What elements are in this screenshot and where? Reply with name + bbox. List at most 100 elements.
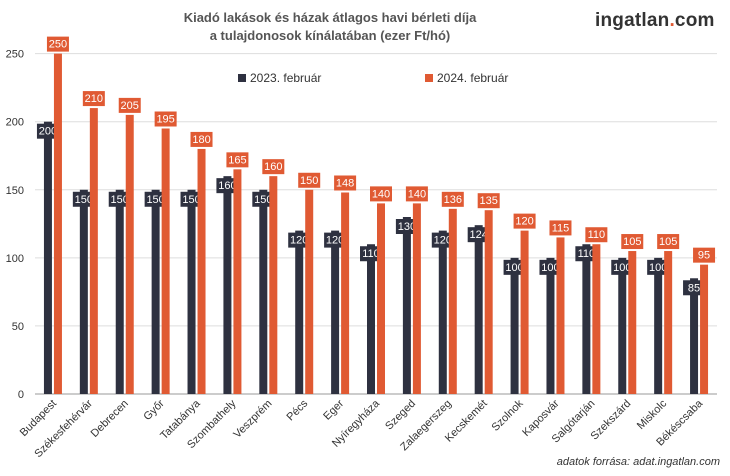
bar [197, 148, 206, 394]
bar [664, 251, 673, 394]
data-label-box [72, 191, 95, 207]
data-label-box [180, 191, 203, 207]
bar [474, 225, 483, 394]
bar [53, 53, 62, 394]
bar [448, 208, 457, 394]
y-tick-label: 0 [18, 389, 24, 401]
data-label: 100 [649, 262, 667, 274]
x-tick-label: Veszprém [231, 398, 274, 441]
bar [520, 230, 529, 394]
data-label: 124 [470, 229, 488, 241]
y-tick-label: 200 [6, 117, 24, 129]
data-label-box [431, 232, 454, 248]
data-label: 150 [182, 194, 200, 206]
x-tick-label: Pécs [285, 397, 311, 423]
data-label-box [108, 191, 131, 207]
data-label: 160 [218, 180, 236, 192]
data-label-box [226, 152, 249, 168]
bar [233, 169, 242, 394]
data-label: 120 [290, 235, 308, 247]
data-label: 140 [372, 188, 390, 200]
data-label-box [46, 36, 69, 52]
data-label-box [647, 259, 670, 275]
data-label: 105 [623, 236, 641, 248]
legend-swatch [425, 74, 433, 82]
bar [654, 257, 663, 394]
data-label: 140 [408, 188, 426, 200]
data-label-box [611, 259, 634, 275]
y-tick-label: 100 [6, 253, 24, 265]
data-label: 160 [264, 161, 282, 173]
bar [269, 176, 278, 394]
data-label: 210 [85, 93, 103, 105]
bar [628, 251, 637, 394]
data-label: 150 [146, 194, 164, 206]
bar [412, 203, 421, 394]
data-label-box [549, 220, 572, 236]
data-label: 115 [552, 222, 570, 234]
bar [305, 189, 314, 394]
bar [618, 257, 627, 394]
data-label-box [252, 191, 275, 207]
bar [259, 189, 268, 394]
data-label-box [683, 280, 706, 296]
legend-label: 2024. február [437, 71, 508, 85]
data-label-box [154, 111, 177, 127]
bar [592, 244, 601, 394]
data-label-box [441, 191, 464, 207]
data-label-box [360, 246, 382, 262]
data-label-box [262, 159, 285, 175]
data-label-box [693, 247, 716, 263]
data-label: 148 [336, 177, 354, 189]
bar [690, 278, 699, 394]
bar [556, 237, 565, 394]
data-label-box [657, 234, 680, 250]
data-label: 150 [111, 194, 129, 206]
x-tick-label: Eger [321, 397, 346, 422]
legend-label: 2023. február [250, 71, 321, 85]
bar [151, 189, 160, 394]
bar [438, 230, 447, 394]
data-label: 150 [75, 194, 93, 206]
legend-swatch [238, 74, 246, 82]
bar [161, 128, 170, 394]
chart-title-line-1: Kiadó lakások és házak átlagos havi bérl… [183, 10, 477, 25]
data-label: 100 [613, 262, 631, 274]
data-label-box [82, 91, 105, 107]
data-label-box [298, 172, 321, 188]
bar [510, 257, 519, 394]
brand-logo-tld: com [674, 10, 715, 31]
data-label: 110 [578, 248, 596, 260]
data-label: 110 [362, 248, 380, 260]
data-label-box [288, 232, 311, 248]
bar [484, 210, 493, 394]
x-tick-label: Debrecen [89, 398, 131, 440]
data-label-box [36, 123, 59, 139]
data-label-box [467, 227, 490, 243]
brand-logo-main: ingatlan [595, 10, 670, 31]
bar [377, 203, 385, 394]
data-label-box [334, 175, 357, 191]
data-label-box [395, 219, 418, 234]
data-label-box [370, 186, 392, 202]
data-label: 85 [688, 282, 700, 294]
bar [79, 189, 88, 394]
source-note: adatok forrása: adat.ingatlan.com [556, 456, 720, 468]
data-label-box [324, 232, 347, 248]
brand-logo: ingatlan.com [595, 10, 715, 32]
bar [367, 244, 375, 394]
bar [125, 114, 134, 394]
x-tick-label: Szeged [383, 398, 418, 433]
data-label: 100 [505, 262, 523, 274]
data-label: 135 [480, 195, 498, 207]
data-label: 195 [156, 114, 174, 126]
data-label: 165 [228, 154, 246, 166]
data-label-box [575, 246, 598, 262]
bar [43, 121, 52, 394]
data-label: 120 [515, 216, 533, 228]
data-label: 105 [659, 236, 677, 248]
data-label-box [513, 213, 536, 229]
data-label: 150 [254, 194, 272, 206]
